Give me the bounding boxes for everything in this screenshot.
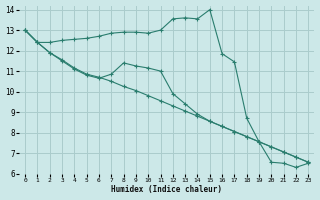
X-axis label: Humidex (Indice chaleur): Humidex (Indice chaleur)	[111, 185, 222, 194]
